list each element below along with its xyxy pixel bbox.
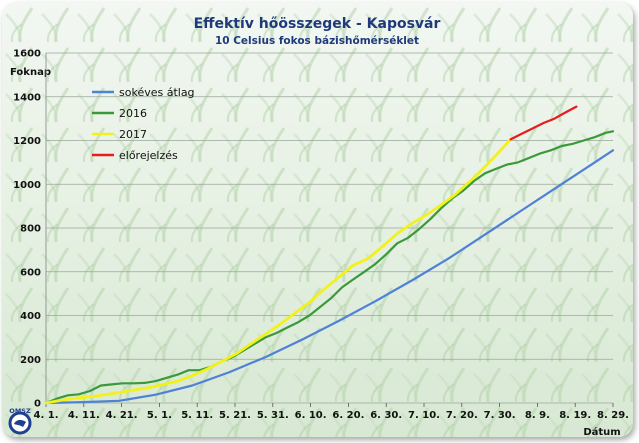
x-tick-label: 8. 9. bbox=[525, 410, 550, 421]
series-line-0 bbox=[44, 149, 615, 405]
x-tick-label: 6. 20. bbox=[332, 410, 364, 421]
x-tick-label: 5. 11. bbox=[181, 410, 213, 421]
x-tick-labels: 4. 1. 4. 11. 4. 21. 5. 1. 5. 11. 5. 21. 5. 31.… bbox=[34, 403, 629, 421]
y-tick-label: 800 bbox=[20, 224, 41, 235]
grid-lines bbox=[45, 52, 613, 404]
legend-entry: sokéves átlag bbox=[119, 86, 195, 99]
x-tick-label: 4. 11. bbox=[68, 410, 100, 421]
legend-entry: előrejelzés bbox=[119, 149, 178, 162]
x-tick-label: 5. 31. bbox=[257, 410, 289, 421]
chart-title: Effektív hőösszegek - Kaposvár bbox=[194, 16, 441, 32]
y-tick-label: 600 bbox=[20, 267, 41, 278]
y-tick-label: 1200 bbox=[13, 136, 41, 147]
series-line-1 bbox=[44, 130, 615, 405]
y-tick-label: 200 bbox=[20, 355, 41, 366]
y-tick-label: 400 bbox=[20, 311, 41, 322]
series-lines bbox=[44, 105, 615, 405]
series-line-2 bbox=[44, 137, 513, 405]
x-tick-label: 8. 29. bbox=[597, 410, 629, 421]
x-tick-label: 7. 20. bbox=[446, 410, 478, 421]
logo-text: OMSZ bbox=[9, 407, 31, 415]
legend-entry: 2016 bbox=[119, 107, 147, 120]
chart-frame: Effektív hőösszegek - Kaposvár 10 Celsiu… bbox=[2, 2, 633, 437]
y-tick-label: 1400 bbox=[13, 92, 41, 103]
x-tick-label: 5. 1. bbox=[147, 410, 172, 421]
x-tick-label: 7. 10. bbox=[408, 410, 440, 421]
x-tick-label: 6. 10. bbox=[295, 410, 327, 421]
omsz-logo: OMSZ bbox=[8, 407, 32, 435]
x-tick-label: 4. 21. bbox=[106, 410, 138, 421]
x-axis-label: Dátum bbox=[583, 426, 620, 437]
chart-subtitle: 10 Celsius fokos bázishőmérséklet bbox=[215, 35, 419, 47]
y-tick-label: 1600 bbox=[13, 49, 41, 60]
y-tick-labels: 0 200 400 600 800 1000 1200 1400 1600 bbox=[13, 49, 41, 410]
chart: Effektív hőösszegek - Kaposvár 10 Celsiu… bbox=[2, 2, 633, 437]
x-tick-label: 4. 1. bbox=[34, 410, 59, 421]
y-axis-label: Foknap bbox=[10, 67, 51, 78]
x-tick-label: 7. 30. bbox=[484, 410, 516, 421]
legend: sokéves átlag 2016 2017 előrejelzés bbox=[92, 86, 195, 162]
y-tick-label: 1000 bbox=[13, 180, 41, 191]
background-texture bbox=[2, 2, 633, 437]
legend-entry: 2017 bbox=[119, 128, 147, 141]
x-tick-label: 8. 19. bbox=[559, 410, 591, 421]
series-line-3 bbox=[509, 105, 578, 141]
x-tick-label: 6. 30. bbox=[370, 410, 402, 421]
y-tick-label: 0 bbox=[34, 399, 41, 410]
x-tick-label: 5. 21. bbox=[219, 410, 251, 421]
